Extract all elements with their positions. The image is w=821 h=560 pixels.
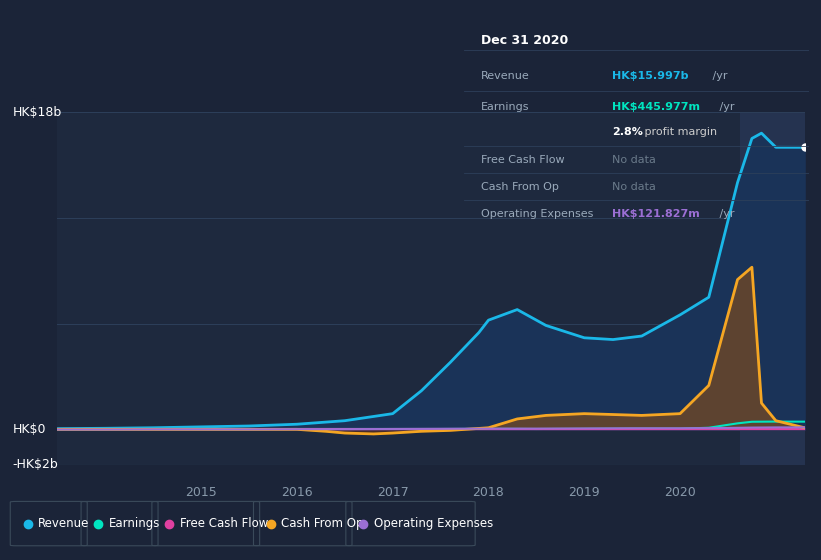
Text: Cash From Op: Cash From Op — [481, 182, 559, 192]
Text: Dec 31 2020: Dec 31 2020 — [481, 34, 568, 46]
Text: HK$0: HK$0 — [12, 423, 46, 436]
Text: HK$15.997b: HK$15.997b — [612, 71, 689, 81]
Text: 2.8%: 2.8% — [612, 127, 643, 137]
Text: No data: No data — [612, 182, 656, 192]
Text: Earnings: Earnings — [109, 517, 160, 530]
Text: HK$445.977m: HK$445.977m — [612, 102, 700, 112]
Text: /yr: /yr — [709, 71, 727, 81]
Text: Earnings: Earnings — [481, 102, 530, 112]
Text: 2019: 2019 — [568, 486, 600, 499]
Text: Free Cash Flow: Free Cash Flow — [481, 155, 565, 165]
Text: Operating Expenses: Operating Expenses — [481, 209, 594, 219]
Text: /yr: /yr — [716, 209, 734, 219]
Text: -HK$2b: -HK$2b — [12, 458, 58, 472]
Text: Cash From Op: Cash From Op — [282, 517, 364, 530]
Text: 2020: 2020 — [664, 486, 696, 499]
Text: /yr: /yr — [716, 102, 734, 112]
Text: 2018: 2018 — [473, 486, 504, 499]
Text: Revenue: Revenue — [481, 71, 530, 81]
Text: 2016: 2016 — [281, 486, 313, 499]
Text: No data: No data — [612, 155, 656, 165]
Text: 2017: 2017 — [377, 486, 409, 499]
Text: Revenue: Revenue — [38, 517, 89, 530]
Text: 2015: 2015 — [186, 486, 217, 499]
Text: profit margin: profit margin — [641, 127, 718, 137]
Text: Free Cash Flow: Free Cash Flow — [180, 517, 268, 530]
Bar — [741, 112, 805, 465]
Text: HK$18b: HK$18b — [12, 105, 62, 119]
Text: Operating Expenses: Operating Expenses — [374, 517, 493, 530]
Text: HK$121.827m: HK$121.827m — [612, 209, 699, 219]
